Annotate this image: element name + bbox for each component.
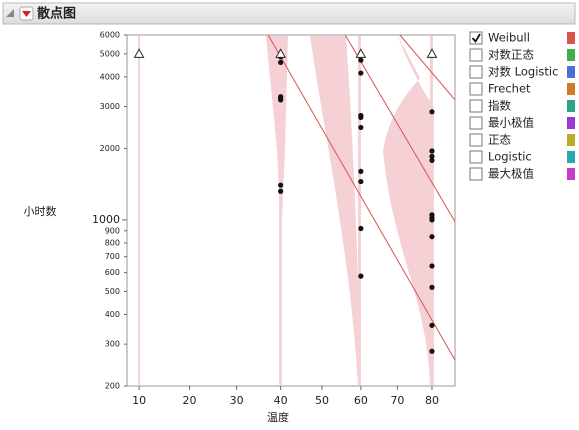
legend-swatch: [567, 32, 575, 44]
legend-label: Frechet: [488, 82, 531, 96]
legend-checkbox[interactable]: [469, 82, 483, 96]
legend-checkbox[interactable]: [469, 65, 483, 79]
legend-checkbox[interactable]: [469, 167, 483, 181]
legend-label: 对数 Logistic: [488, 65, 558, 79]
collapse-icon[interactable]: [6, 9, 14, 17]
y-tick-label: 600: [105, 268, 120, 277]
failure-point: [358, 124, 364, 131]
y-tick-label: 700: [105, 252, 120, 261]
legend-swatch: [567, 151, 575, 163]
y-tick-label: 5000: [100, 49, 120, 58]
y-tick-label: 400: [105, 310, 120, 319]
legend-checkbox[interactable]: [469, 99, 483, 113]
failure-point: [429, 157, 435, 164]
legend-swatch: [567, 83, 575, 95]
legend-label: 对数正态: [488, 48, 534, 62]
x-tick-label: 50: [315, 394, 329, 407]
x-tick-label: 40: [274, 394, 288, 407]
y-tick-label: 3000: [100, 102, 120, 111]
legend-swatch: [567, 66, 575, 78]
legend-checkbox[interactable]: [469, 116, 483, 130]
header-title: 散点图: [37, 6, 76, 22]
y-tick-label: 2000: [100, 144, 120, 153]
failure-point: [429, 263, 435, 269]
y-tick-label: 800: [105, 238, 120, 247]
censored-point: [355, 48, 367, 58]
failure-point: [429, 284, 435, 290]
confidence-bands: [138, 36, 434, 386]
y-axis-label: 小时数: [24, 205, 57, 218]
legend-swatch: [567, 117, 575, 129]
censored-point: [133, 48, 145, 58]
x-tick-label: 60: [354, 394, 368, 407]
legend-swatch: [567, 100, 575, 112]
failure-point: [358, 114, 364, 121]
legend-label: Logistic: [488, 150, 532, 164]
failure-point: [429, 322, 435, 328]
legend-label: 最小极值: [488, 116, 534, 130]
y-tick-label: 4000: [100, 72, 120, 81]
y-tick-label: 900: [105, 226, 120, 235]
legend-checkbox[interactable]: [469, 48, 483, 62]
legend-label: 最大极值: [488, 167, 534, 181]
y-tick-label: 300: [105, 340, 120, 349]
failure-point: [358, 168, 364, 175]
fit-line: [344, 35, 455, 223]
legend-checkbox[interactable]: [469, 150, 483, 164]
failure-point: [278, 188, 284, 194]
failure-point: [278, 97, 284, 103]
y-tick-label: 6000: [100, 31, 120, 40]
x-tick-label: 10: [132, 394, 146, 407]
failure-point: [429, 109, 435, 115]
failure-point: [358, 273, 364, 279]
check-mark: [471, 33, 481, 44]
legend-label: Weibull: [488, 31, 530, 45]
legend-swatch: [567, 134, 575, 146]
failure-point: [278, 59, 284, 66]
outline-header: [2, 2, 576, 25]
failure-point: [278, 182, 284, 188]
failure-point: [429, 234, 435, 240]
x-tick-label: 70: [390, 394, 404, 407]
x-tick-label: 30: [230, 394, 244, 407]
failure-point: [358, 225, 364, 232]
legend-label: 指数: [488, 99, 511, 113]
failure-point: [358, 57, 364, 63]
fit-line: [267, 35, 455, 361]
failure-point: [429, 148, 435, 154]
failure-point: [358, 70, 364, 76]
censored-point: [426, 48, 438, 58]
x-tick-label: 20: [183, 394, 197, 407]
censored-point: [275, 48, 287, 58]
menu-arrow: [22, 11, 31, 17]
legend-swatch: [567, 49, 575, 61]
failure-point: [429, 217, 435, 223]
fit-line: [399, 35, 455, 101]
y-tick-label: 500: [105, 287, 120, 296]
legend-checkbox[interactable]: [469, 133, 483, 147]
x-tick-label: 80: [425, 394, 439, 407]
legend-swatch: [567, 168, 575, 180]
failure-point: [358, 178, 364, 185]
y-tick-label: 200: [105, 382, 120, 391]
x-axis-label: 温度: [267, 410, 289, 424]
failure-point: [429, 348, 435, 354]
y-tick-label: 1000: [92, 213, 120, 226]
failure-point: [429, 153, 435, 160]
legend-label: 正态: [488, 133, 511, 147]
